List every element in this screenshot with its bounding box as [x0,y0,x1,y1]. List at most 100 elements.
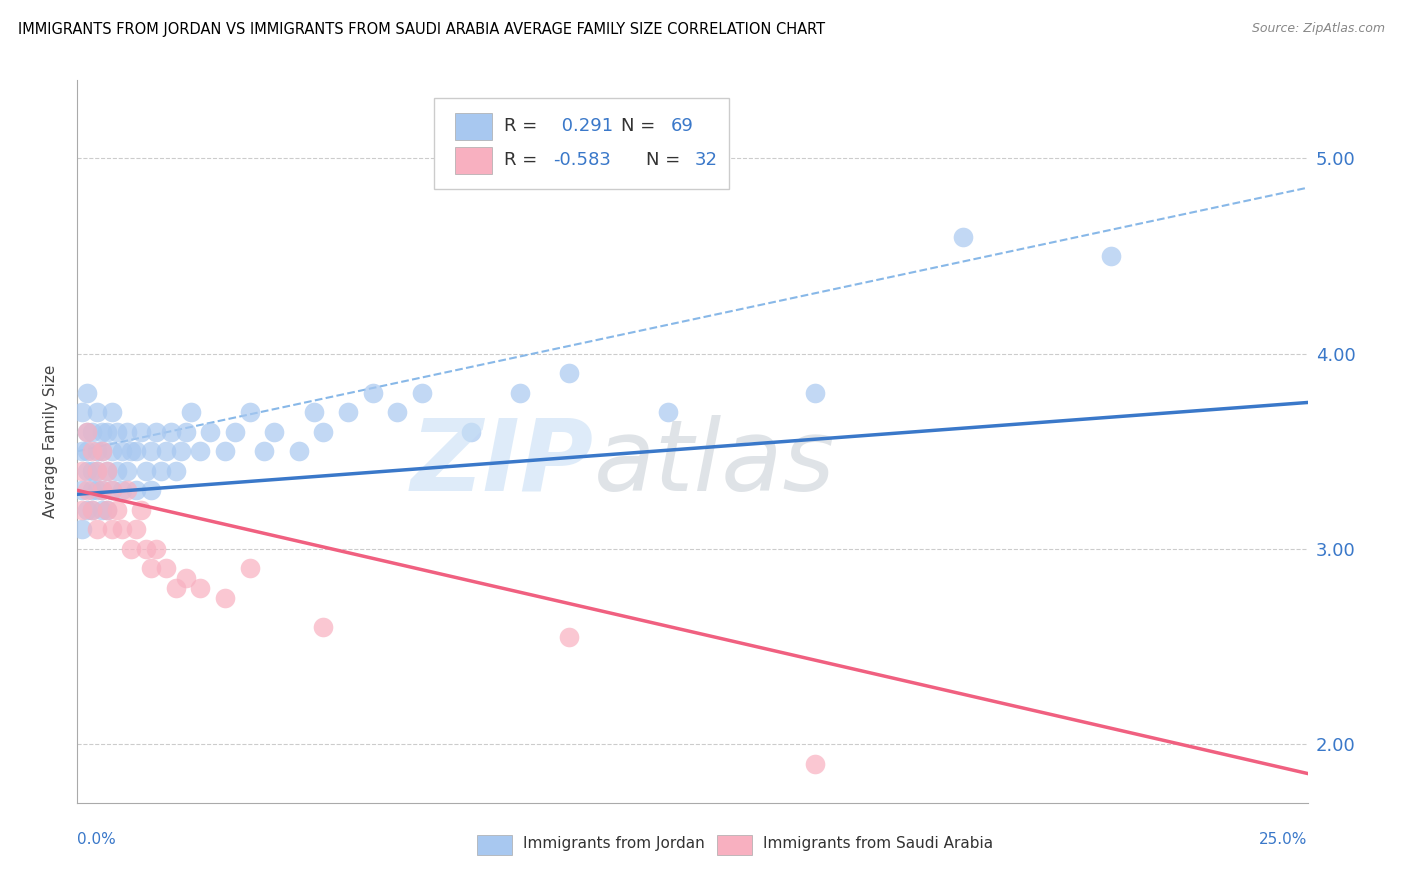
Point [558,366,581,380]
Point [70,464,93,478]
FancyBboxPatch shape [434,98,730,189]
FancyBboxPatch shape [717,835,752,855]
Point [214,444,236,458]
Point [96,425,118,439]
Point [86,523,108,537]
FancyBboxPatch shape [477,835,512,855]
Point [76,483,98,498]
Point [174,571,197,585]
Point [224,425,246,439]
Point [145,425,167,439]
Point [657,405,679,419]
Point [101,523,124,537]
Text: atlas: atlas [595,415,835,512]
Text: Immigrants from Saudi Arabia: Immigrants from Saudi Arabia [762,837,993,852]
Point [105,425,128,439]
Point [288,444,311,458]
Text: ZIP: ZIP [411,415,595,512]
Point [1099,249,1122,263]
Point [188,581,212,595]
Point [180,405,202,419]
Point [82,425,104,439]
Point [141,483,163,498]
Point [121,444,143,458]
Point [76,464,98,478]
Point [105,503,128,517]
Point [96,503,118,517]
Point [86,464,108,478]
Point [86,464,108,478]
Point [111,444,132,458]
Point [165,464,187,478]
Point [96,503,118,517]
Point [90,483,114,498]
Point [90,483,114,498]
Point [239,561,262,575]
Point [129,503,153,517]
Point [101,444,124,458]
Point [145,541,167,556]
Text: N =: N = [645,151,681,169]
Point [125,483,148,498]
Point [302,405,325,419]
Point [125,444,148,458]
Point [70,405,93,419]
Point [160,425,183,439]
Point [239,405,262,419]
Point [105,464,128,478]
FancyBboxPatch shape [456,147,492,174]
Point [101,405,124,419]
Point [82,483,104,498]
Point [82,503,104,517]
Text: R =: R = [505,117,537,135]
FancyBboxPatch shape [456,112,492,140]
Point [90,444,114,458]
Text: R =: R = [505,151,537,169]
Point [76,503,98,517]
Point [115,483,138,498]
Point [90,503,114,517]
Point [361,385,384,400]
Point [86,483,108,498]
Point [96,464,118,478]
Point [385,405,409,419]
Text: 0.291: 0.291 [555,117,613,135]
Point [174,425,197,439]
Point [76,425,98,439]
Point [82,503,104,517]
Point [101,483,124,498]
Point [111,523,132,537]
Point [509,385,531,400]
Point [141,561,163,575]
Point [125,523,148,537]
Text: 69: 69 [671,117,693,135]
Point [101,483,124,498]
Point [165,581,187,595]
Point [952,229,974,244]
Text: 25.0%: 25.0% [1260,831,1308,847]
Point [135,464,157,478]
Text: -0.583: -0.583 [554,151,612,169]
Point [76,444,98,458]
Point [804,385,827,400]
Point [155,444,177,458]
Text: 0.0%: 0.0% [77,831,117,847]
Point [121,541,143,556]
Point [558,630,581,644]
Text: N =: N = [621,117,655,135]
Point [188,444,212,458]
Point [200,425,222,439]
Point [70,483,93,498]
Text: 32: 32 [695,151,718,169]
Point [263,425,285,439]
Point [214,591,236,605]
Point [96,464,118,478]
Point [170,444,193,458]
Point [82,464,104,478]
Point [76,385,98,400]
Point [129,425,153,439]
Point [70,503,93,517]
Point [86,405,108,419]
Text: Source: ZipAtlas.com: Source: ZipAtlas.com [1251,22,1385,36]
Point [86,444,108,458]
